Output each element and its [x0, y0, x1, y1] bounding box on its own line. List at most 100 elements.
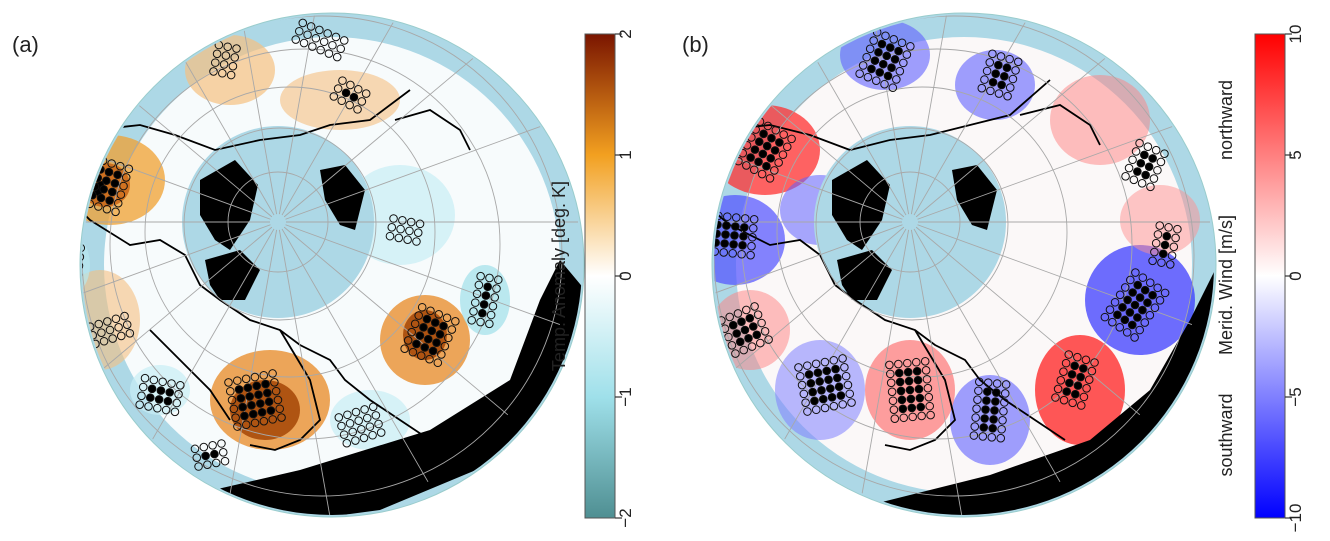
significance-marker: [1079, 392, 1089, 402]
significance-marker: [241, 420, 251, 430]
significance-marker: [827, 393, 837, 402]
significance-marker: [124, 164, 134, 174]
significance-marker: [226, 70, 236, 80]
significance-marker: [755, 338, 765, 348]
significance-marker: [1064, 350, 1074, 359]
significance-marker: [894, 46, 903, 56]
significance-marker: [728, 249, 737, 258]
significance-marker: [997, 424, 1006, 434]
significance-marker: [1127, 320, 1137, 330]
significance-marker: [102, 176, 111, 186]
significance-marker: [1150, 303, 1160, 313]
significance-marker: [417, 302, 427, 312]
significance-marker: [385, 231, 395, 241]
significance-marker: [270, 377, 279, 387]
significance-marker: [1145, 310, 1155, 320]
significance-marker: [440, 341, 450, 351]
significance-marker: [316, 45, 325, 55]
significance-marker: [368, 430, 377, 440]
significance-marker: [829, 401, 839, 411]
significance-marker: [415, 331, 425, 340]
significance-marker: [992, 379, 1002, 388]
significance-marker: [306, 22, 316, 31]
significance-marker: [256, 399, 265, 408]
significance-marker: [988, 77, 998, 87]
significance-marker: [998, 416, 1007, 425]
significance-marker: [298, 18, 308, 28]
significance-marker: [1011, 66, 1020, 75]
significance-marker: [345, 100, 354, 110]
significance-marker: [211, 458, 221, 468]
significance-marker: [294, 26, 304, 36]
significance-marker: [1148, 154, 1157, 163]
significance-marker: [259, 416, 269, 426]
significance-marker: [974, 386, 983, 396]
significance-marker: [972, 404, 981, 413]
significance-marker: [863, 72, 873, 82]
significance-marker: [220, 456, 230, 466]
significance-marker: [108, 334, 117, 343]
significance-marker: [234, 385, 244, 394]
significance-marker: [890, 55, 900, 64]
temperature-anomaly-map: 2 1 0 −1 −2 Temp. Anomaly [deg. K]: [55, 12, 635, 528]
significance-marker: [1122, 328, 1132, 337]
significance-marker: [420, 343, 430, 352]
significance-marker: [444, 333, 453, 343]
significance-marker: [838, 354, 847, 363]
significance-marker: [1145, 278, 1155, 288]
significance-marker: [887, 63, 896, 72]
significance-marker: [245, 392, 254, 401]
panel-label: (a): [12, 32, 39, 57]
significance-marker: [58, 251, 66, 259]
significance-marker: [759, 129, 768, 139]
significance-marker: [107, 159, 116, 168]
colorbar-end-label-northward: northward: [1216, 80, 1236, 160]
significance-marker: [779, 130, 788, 139]
significance-marker: [750, 302, 759, 311]
significance-marker: [82, 196, 86, 206]
significance-marker: [818, 394, 828, 404]
significance-marker: [403, 336, 413, 345]
significance-marker: [116, 190, 126, 199]
significance-marker: [760, 326, 770, 336]
significance-marker: [1130, 333, 1139, 342]
significance-marker: [412, 237, 421, 246]
significance-marker: [167, 379, 176, 388]
significance-marker: [732, 329, 742, 338]
significance-marker: [99, 336, 109, 346]
significance-marker: [987, 433, 997, 442]
significance-marker: [817, 386, 826, 395]
significance-marker: [415, 219, 425, 229]
significance-marker: [353, 105, 362, 114]
significance-marker: [324, 49, 334, 58]
significance-marker: [263, 388, 272, 398]
significance-marker: [113, 198, 123, 208]
significance-marker: [897, 395, 907, 405]
significance-marker: [342, 438, 352, 448]
significance-marker: [1156, 157, 1166, 167]
significance-marker: [1141, 170, 1150, 180]
significance-marker: [774, 158, 783, 167]
significance-marker: [775, 138, 784, 147]
significance-marker: [1143, 298, 1152, 307]
significance-marker: [1110, 297, 1120, 307]
significance-marker: [899, 413, 909, 423]
significance-marker: [252, 381, 262, 391]
significance-marker: [840, 362, 849, 372]
significance-marker: [145, 393, 155, 402]
significance-marker: [1135, 138, 1144, 148]
significance-marker: [55, 278, 63, 286]
significance-marker: [357, 424, 366, 434]
significance-marker: [908, 412, 917, 422]
significance-marker: [703, 238, 711, 246]
significance-marker: [813, 368, 823, 377]
significance-marker: [1053, 384, 1063, 394]
significance-marker: [349, 92, 359, 102]
significance-marker: [911, 357, 921, 367]
significance-marker: [243, 383, 253, 392]
significance-marker: [728, 320, 738, 330]
significance-marker: [337, 421, 346, 431]
significance-marker: [834, 382, 844, 392]
significance-marker: [1160, 149, 1169, 158]
significance-marker: [94, 319, 104, 329]
